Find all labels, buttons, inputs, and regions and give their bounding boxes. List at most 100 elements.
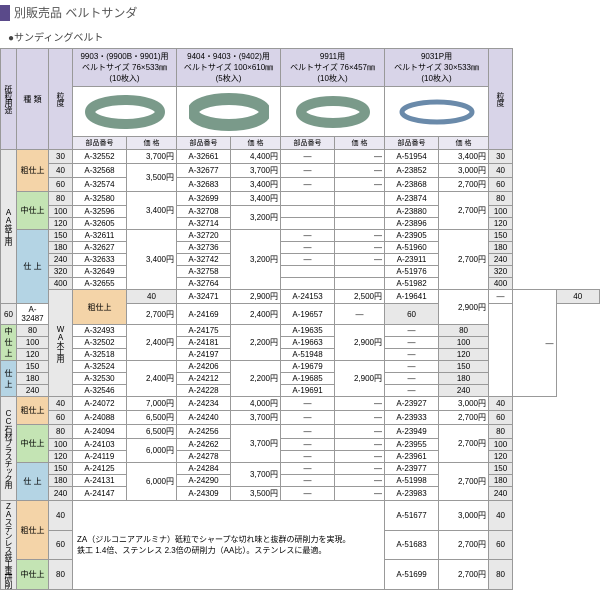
partno-cell: A-32742 (177, 254, 231, 266)
partno-cell: — (385, 361, 439, 373)
partno-cell: A-24125 (73, 463, 127, 475)
col-grit: 粒度 (49, 49, 73, 150)
use-cell: WA木工用 (49, 290, 73, 397)
partno-cell: A-32649 (73, 266, 127, 278)
partno-cell: A-32524 (73, 361, 127, 373)
partno-cell: — (281, 487, 335, 501)
partno-cell: A-24309 (177, 487, 231, 501)
partno-cell: A-51683 (385, 530, 439, 560)
grit-cell-r: 40 (489, 397, 513, 411)
price-cell: 2,700円 (439, 230, 489, 290)
type-cell: 中仕上 (17, 425, 49, 463)
partno-cell: — (281, 451, 335, 463)
grit-cell-r: 100 (489, 439, 513, 451)
price-cell: — (335, 150, 385, 164)
grit-cell-r: 60 (489, 178, 513, 192)
price-cell: 2,200円 (231, 325, 281, 361)
col2-title: 9404・9403・(9402)用 ベルトサイズ 100×610㎜ (5枚入) (177, 49, 281, 87)
price-cell: 2,700円 (439, 425, 489, 463)
partno-cell: A-32714 (177, 218, 231, 230)
grit-cell-r: 100 (489, 206, 513, 218)
table-row: 仕 上150A-326113,400円A-327203,200円——A-2390… (1, 230, 600, 242)
price-cell: 2,400円 (127, 361, 177, 397)
partno-cell: A-32518 (73, 349, 127, 361)
partno-cell: A-24153 (281, 290, 335, 304)
price-cell: 3,500円 (231, 487, 281, 501)
partno-cell: — (281, 463, 335, 475)
col1-title: 9903・(9900B・9901)用 ベルトサイズ 76×533㎜ (10枚入) (73, 49, 177, 87)
price-cell: 2,900円 (231, 290, 281, 304)
partno-cell: A-19691 (281, 385, 335, 397)
partno-cell: A-23868 (385, 178, 439, 192)
sub-partno-4: 部品番号 (385, 137, 439, 150)
grit-cell-r: 180 (439, 373, 489, 385)
table-row: 100A-241036,000円A-24262——A-23955100 (1, 439, 600, 451)
partno-cell (281, 218, 335, 230)
partno-cell: A-32471 (177, 290, 231, 304)
grit-cell-r: 30 (489, 150, 513, 164)
partno-cell: A-51699 (385, 560, 439, 590)
partno-cell: A-24181 (177, 337, 231, 349)
price-cell: 3,400円 (231, 178, 281, 192)
use-cell: CC石材プラスチック用 (1, 397, 17, 501)
partno-cell: A-24175 (177, 325, 231, 337)
partno-cell: A-19663 (281, 337, 335, 349)
price-cell: 2,900円 (335, 361, 385, 397)
grit-cell: 120 (49, 218, 73, 230)
price-cell: 2,700円 (439, 560, 489, 590)
grit-cell-r: 40 (489, 164, 513, 178)
table-row: 中仕上80A-325803,400円A-326993,400円A-238742,… (1, 192, 600, 206)
price-cell: 2,400円 (231, 304, 281, 325)
partno-cell: A-51960 (385, 242, 439, 254)
partno-cell: A-24197 (177, 349, 231, 361)
price-cell: 3,000円 (439, 501, 489, 531)
price-cell: — (335, 487, 385, 501)
partno-cell: — (281, 397, 335, 411)
price-cell: 2,400円 (127, 325, 177, 361)
price-cell: 2,700円 (127, 304, 177, 325)
partno-cell: A-19641 (385, 290, 439, 304)
price-cell: 2,700円 (439, 530, 489, 560)
grit-cell: 60 (1, 304, 17, 325)
partno-cell (281, 192, 335, 206)
grit-cell: 60 (49, 411, 73, 425)
partno-cell (281, 206, 335, 218)
sub-partno-3: 部品番号 (281, 137, 335, 150)
table-row: 中仕上80A-240946,500円A-242563,700円——A-23949… (1, 425, 600, 439)
price-cell: 3,700円 (231, 425, 281, 463)
grit-cell-r: 240 (489, 254, 513, 266)
partno-cell: A-24147 (73, 487, 127, 501)
grit-cell-r: 60 (489, 411, 513, 425)
price-cell: — (335, 425, 385, 439)
price-cell: — (335, 254, 385, 266)
grit-cell-r: 40 (489, 501, 513, 531)
partno-cell: A-32568 (73, 164, 127, 178)
price-cell: — (335, 411, 385, 425)
partno-cell: A-24290 (177, 475, 231, 487)
grit-cell: 40 (127, 290, 177, 304)
table-row: ZAステンレス鉄工重研削粗仕上40ZA（ジルコニアアルミナ）砥粒でシャープな切れ… (1, 501, 600, 531)
partno-cell: A-24206 (177, 361, 231, 373)
col-type: 種 類 (17, 49, 49, 150)
grit-cell: 400 (49, 278, 73, 290)
partno-cell: — (281, 178, 335, 192)
partno-cell: — (281, 150, 335, 164)
grit-cell-r: 400 (489, 278, 513, 290)
col-use: 砥粒用途 (1, 49, 17, 150)
partno-cell: A-32546 (73, 385, 127, 397)
partno-cell: A-32627 (73, 242, 127, 254)
grit-cell: 60 (49, 530, 73, 560)
price-cell: 3,200円 (231, 230, 281, 290)
price-cell: 3,400円 (127, 230, 177, 290)
partno-cell: A-24094 (73, 425, 127, 439)
price-cell (335, 278, 385, 290)
price-cell: — (335, 242, 385, 254)
grit-cell: 240 (49, 254, 73, 266)
price-cell (335, 266, 385, 278)
price-cell: — (513, 290, 556, 397)
grit-cell-r: 240 (439, 385, 489, 397)
partno-cell: — (385, 337, 439, 349)
col-grit-r: 粒度 (489, 49, 513, 150)
price-cell: — (335, 463, 385, 475)
grit-cell: 120 (49, 451, 73, 463)
